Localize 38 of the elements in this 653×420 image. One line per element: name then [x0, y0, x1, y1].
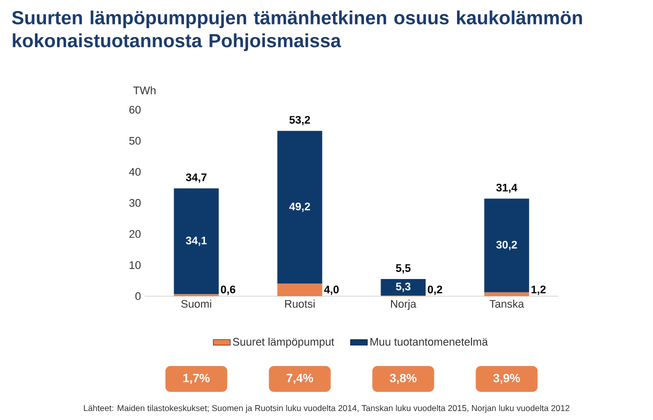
total-label: 34,7: [186, 174, 207, 183]
y-tick-label: 50: [129, 136, 141, 145]
data-label: 5,3: [396, 282, 410, 292]
bar: [277, 284, 322, 296]
text: Lähteet: Maiden tilastokeskukset; Suomen ja Ruotsin luku vuodelta 2014, Tanskan luku vuodelta 2015, Norjan luku vuodelta 2012: [84, 404, 570, 413]
bar: [277, 130, 322, 284]
y-axis-title: TWh: [133, 86, 156, 94]
y-tick-label: 10: [130, 261, 141, 270]
data-label: 34,1: [186, 236, 207, 246]
data-label: 4,0: [324, 286, 339, 296]
chart-title: Suurten lämpöpumppujen tämänhetkinen osuus kaukolämmön kokonaistuotannosta Pohjoismaissa: [12, 10, 582, 52]
y-tick-label: 40: [129, 168, 141, 176]
bar: [174, 188, 219, 294]
y-tick-label: 0: [135, 292, 141, 300]
data-label: 0,2: [428, 286, 442, 296]
legend-label: Muu tuotantomenetelmä: [370, 338, 488, 346]
total-label: 53,2: [289, 116, 310, 126]
bar: [484, 292, 530, 296]
total-label: 5,5: [396, 264, 411, 274]
data-label: 0,6: [220, 286, 236, 296]
legend-label: Suuret lämpöpumput: [232, 338, 334, 348]
x-tick-label: Suomi: [181, 300, 212, 308]
text: 3,8%: [390, 374, 417, 384]
total-label: 31,4: [496, 184, 518, 194]
data-label: 49,2: [289, 202, 310, 212]
y-tick-label: 30: [129, 199, 141, 207]
x-tick-label: Norja: [391, 300, 416, 310]
bar: [484, 198, 530, 293]
data-label: 1,2: [531, 286, 546, 296]
text: 1,7%: [183, 374, 210, 384]
x-tick-label: Tanska: [490, 300, 524, 308]
y-tick-label: 20: [129, 230, 141, 238]
y-tick-label: 60: [129, 106, 141, 114]
data-label: 30,2: [496, 240, 517, 250]
x-tick-label: Ruotsi: [285, 300, 315, 308]
bar: [380, 279, 426, 296]
text: 3,9%: [493, 374, 520, 384]
text: 7,4%: [286, 374, 314, 384]
